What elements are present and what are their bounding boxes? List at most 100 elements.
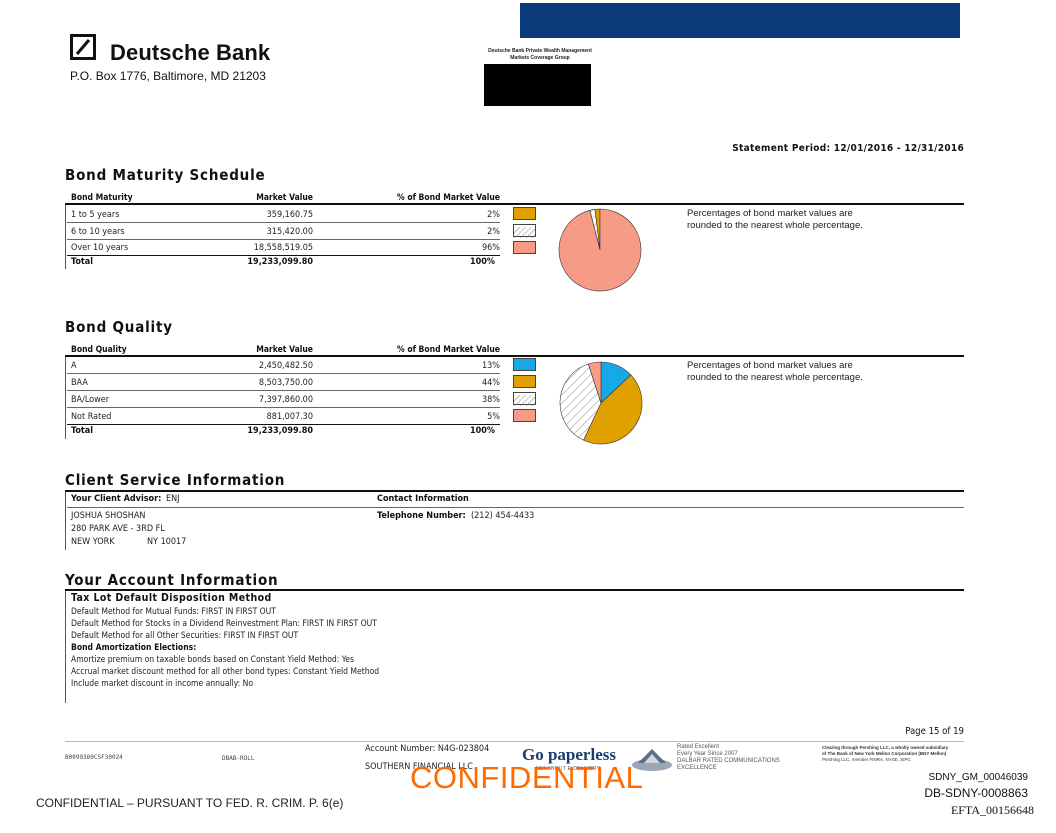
maturity-left-rule — [65, 205, 66, 269]
maturity-total-value: 19,233,099.80 — [247, 257, 313, 267]
quality-row-label: BA/Lower — [71, 395, 110, 405]
tax-lot-heading: Tax Lot Default Disposition Method — [71, 592, 272, 604]
advisor-city: NEW YORK — [71, 537, 115, 547]
quality-col-label: Bond Quality — [71, 345, 127, 355]
quality-note: Percentages of bond market values are ro… — [687, 360, 863, 384]
note-line2: rounded to the nearest whole percentage. — [687, 220, 863, 231]
maturity-total-pct: 100% — [469, 257, 495, 267]
account-info-title: Your Account Information — [65, 571, 279, 589]
maturity-pie-chart — [558, 208, 642, 292]
swatch-salmon — [513, 241, 536, 254]
pwm-label: Deutsche Bank Private Wealth Management … — [470, 48, 610, 62]
tax-line: Default Method for all Other Securities:… — [71, 631, 299, 641]
go-paperless-logo: Go paperless — [522, 745, 616, 764]
clearing-line: Clearing through Pershing LLC, a wholly … — [822, 745, 949, 750]
tax-line: Default Method for Mutual Funds: FIRST I… — [71, 607, 276, 617]
clearing-line: of The Bank of New York Mellon Corporati… — [822, 751, 947, 756]
total-divider — [67, 255, 500, 256]
quality-title: Bond Quality — [65, 318, 173, 336]
account-info-left-rule — [65, 591, 66, 703]
account-info-top-rule — [65, 589, 964, 591]
amort-line: Include market discount in income annual… — [71, 679, 254, 689]
brand-name: Deutsche Bank — [110, 40, 271, 65]
bates-stamp-2: DB-SDNY-0008863 — [924, 786, 1028, 800]
swatch-blue — [513, 358, 536, 371]
swatch-salmon — [513, 409, 536, 422]
row-divider — [67, 407, 500, 408]
pie-slice-over-10-years — [558, 208, 642, 292]
client-service-divider — [67, 507, 964, 508]
account-number: Account Number: N4G-023804 — [365, 744, 490, 754]
note-line2: rounded to the nearest whole percentage. — [687, 372, 863, 383]
bates-stamp-1: SDNY_GM_00046039 — [928, 772, 1028, 783]
confidential-stamp: CONFIDENTIAL — [410, 760, 644, 795]
advisor-label: Your Client Advisor: — [71, 494, 162, 504]
client-service-title: Client Service Information — [65, 471, 286, 489]
maturity-row-label: 1 to 5 years — [71, 210, 120, 220]
account-name: SOUTHERN FINANCIAL LLC — [365, 762, 473, 772]
efta-stamp: EFTA_00156648 — [950, 803, 1034, 817]
swatch-hatch — [513, 224, 536, 238]
quality-top-rule — [65, 355, 964, 357]
quality-row-value: 7,397,860.00 — [258, 395, 313, 405]
quality-row-pct: 5% — [487, 412, 500, 422]
swatch-gold — [513, 207, 536, 220]
note-line1: Percentages of bond market values are — [687, 208, 853, 219]
contact-label: Contact Information — [377, 494, 469, 504]
advisor-name: JOSHUA SHOSHAN — [71, 511, 146, 521]
maturity-col-value: Market Value — [256, 193, 313, 203]
row-divider — [67, 222, 500, 223]
statement-period: Statement Period: 12/01/2016 - 12/31/201… — [732, 143, 964, 154]
quality-pie-chart — [559, 361, 643, 445]
confidential-notice: CONFIDENTIAL – PURSUANT TO FED. R. CRIM.… — [36, 796, 344, 810]
note-line1: Percentages of bond market values are — [687, 360, 853, 371]
quality-col-pct: % of Bond Market Value — [397, 345, 500, 355]
row-divider — [67, 239, 500, 240]
quality-left-rule — [65, 357, 66, 439]
row-divider — [67, 390, 500, 391]
routing-code: DBAB-ROLL — [222, 755, 255, 762]
redaction-block — [484, 64, 591, 106]
hatch-pattern-icon — [514, 227, 535, 238]
doc-code: B0099380CSF30024 — [65, 754, 123, 761]
maturity-row-pct: 2% — [487, 227, 500, 237]
quality-row-label: A — [71, 361, 77, 371]
maturity-total-label: Total — [71, 257, 93, 267]
clearing-text: Clearing through Pershing LLC, a wholly … — [822, 745, 948, 763]
maturity-row-value: 315,420.00 — [266, 227, 313, 237]
advisor-state-zip: NY 10017 — [147, 537, 187, 547]
dalbar-line: EXCELLENCE — [677, 765, 717, 771]
amort-line: Accrual market discount method for all o… — [71, 667, 380, 677]
swatch-gold — [513, 375, 536, 388]
advisor-address: 280 PARK AVE - 3RD FL — [71, 524, 165, 534]
swatch-hatch — [513, 392, 536, 406]
quality-row-pct: 44% — [482, 378, 500, 388]
header-blue-bar — [520, 3, 960, 38]
maturity-row-pct: 2% — [487, 210, 500, 220]
quality-row-value: 2,450,482.50 — [258, 361, 313, 371]
tax-lot-lines: Default Method for Mutual Funds: FIRST I… — [71, 606, 379, 690]
maturity-row-label: 6 to 10 years — [71, 227, 125, 237]
dalbar-text: Rated Excellent Every Year Since 2007 DA… — [677, 744, 780, 772]
brand-address: P.O. Box 1776, Baltimore, MD 21203 — [70, 69, 266, 83]
maturity-top-rule — [65, 203, 964, 205]
maturity-col-pct: % of Bond Market Value — [397, 193, 500, 203]
dalbar-line: DALBAR RATED COMMUNICATIONS — [677, 758, 780, 764]
quality-total-label: Total — [71, 426, 93, 436]
client-service-left-rule — [65, 492, 66, 550]
maturity-note: Percentages of bond market values are ro… — [687, 208, 863, 232]
pwm-line1: Deutsche Bank Private Wealth Management — [488, 48, 592, 54]
quality-row-label: BAA — [71, 378, 88, 388]
dalbar-line: Every Year Since 2007 — [677, 751, 738, 757]
client-service-top-rule — [65, 490, 964, 492]
pie-slice-baa — [583, 374, 643, 445]
maturity-row-value: 359,160.75 — [266, 210, 313, 220]
advisor-code: ENJ — [166, 494, 180, 504]
row-divider — [67, 373, 500, 374]
phone-number: (212) 454-4433 — [471, 511, 535, 521]
pie-slice-not-rated — [587, 361, 602, 404]
hatch-pattern-icon — [514, 395, 535, 406]
quality-total-pct: 100% — [469, 426, 495, 436]
maturity-col-label: Bond Maturity — [71, 193, 133, 203]
go-paperless-sub: ASK ABOUT E-DELIVERY — [535, 766, 601, 772]
